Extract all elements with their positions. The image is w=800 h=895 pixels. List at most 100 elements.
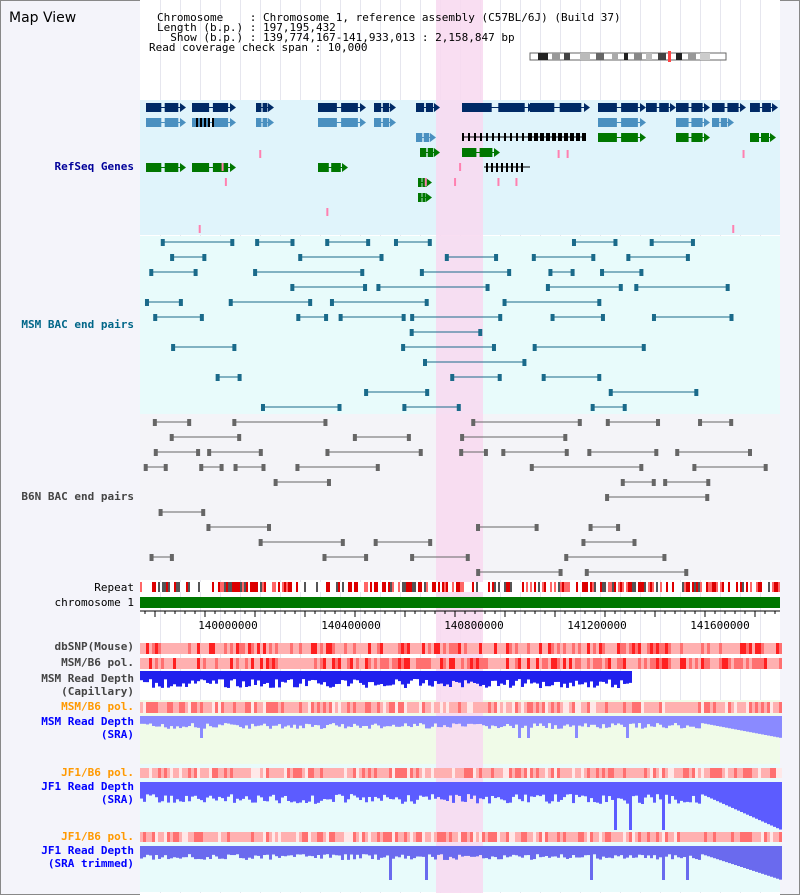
msm-b6-pol-heat-2 [359,702,362,713]
msm-b6-pol-heat [170,658,173,669]
msm-sra-depth [557,716,560,729]
jf1-sra-depth [524,782,527,795]
jf1-b6-pol-heat-2 [629,832,632,842]
msm-b6-pol-heat [359,658,362,669]
jf1-b6-pol-heat-2 [455,832,458,842]
msm-sra-depth [779,716,782,738]
jf1-b6-pol-heat [287,768,290,778]
dbsnp-heat [551,643,554,654]
jf1-trimmed-depth [368,846,371,856]
jf1-trimmed-depth [416,846,419,857]
msm-b6-pol-heat [152,658,155,669]
jf1-b6-pol-heat-2 [653,832,656,842]
msm-sra-depth [761,716,764,735]
jf1-trimmed-depth [485,846,488,859]
jf1-trimmed-depth [266,846,269,855]
msm-bac-pair-end [401,314,406,321]
refseq-exon-dark [578,133,580,141]
jf1-trimmed-depth [752,846,755,871]
b6n-bac-pair-end [373,539,378,546]
jf1-sra-depth [725,782,728,806]
msm-b6-pol-heat [569,658,572,669]
jf1-b6-pol-heat-2 [293,832,296,842]
jf1-sra-depth [644,782,647,798]
jf1-b6-pol-heat [548,768,551,778]
msm-bac-pair-end [639,269,644,276]
repeat-feature [610,582,612,592]
msm-b6-pol-heat [416,658,419,669]
msm-sra-depth [221,716,224,726]
msm-b6-pol-heat-2 [188,702,191,713]
msm-b6-pol-heat [341,658,344,669]
repeat-feature [700,582,702,592]
msm-b6-pol-heat-2 [719,702,722,713]
msm-capillary-depth [566,671,569,688]
jf1-b6-pol-heat-2 [149,832,152,842]
dbsnp-heat [413,643,416,654]
dbsnp-heat [461,643,464,654]
jf1-b6-pol-heat-2 [344,832,347,842]
track-label-msm-b6-pol-1: MSM/B6 pol. [61,656,134,669]
msm-sra-depth [407,716,410,727]
msm-b6-pol-heat-2 [506,702,509,713]
dbsnp-heat [437,643,440,654]
msm-capillary-depth [308,671,311,681]
jf1-sra-depth [452,782,455,803]
msm-sra-depth [185,716,188,728]
msm-sra-depth [230,716,233,725]
msm-sra-depth [188,716,191,726]
msm-b6-pol-heat-2 [602,702,605,713]
jf1-b6-pol-heat-2 [395,832,398,842]
msm-b6-pol-heat [776,658,779,669]
jf1-sra-depth [692,782,695,796]
jf1-b6-pol-heat [737,768,740,778]
dbsnp-heat [722,643,725,654]
dbsnp-heat [707,643,710,654]
b6n-bac-pair-end [325,449,330,456]
jf1-b6-pol-heat-2 [749,832,752,842]
b6n-bac-pair-end [143,464,148,471]
msm-sra-depth [701,716,704,724]
jf1-trimmed-depth [224,846,227,860]
jf1-b6-pol-heat [281,768,284,778]
jf1-b6-pol-heat-2 [452,832,455,842]
refseq-gene-arrow [360,118,366,127]
repeat-feature [282,582,284,592]
dbsnp-heat [377,643,380,654]
refseq-gene-exon [416,103,425,112]
refseq-gene-arrow [740,103,746,112]
msm-b6-pol-heat-2 [317,702,320,713]
dbsnp-heat [425,643,428,654]
msm-b6-pol-heat [182,658,185,669]
msm-b6-pol-heat-2 [668,702,671,713]
msm-b6-pol-heat [659,658,662,669]
jf1-b6-pol-heat-2 [161,832,164,842]
msm-bac-pair-end [230,239,235,246]
jf1-sra-depth [389,782,392,800]
msm-b6-pol-heat-2 [320,702,323,713]
msm-b6-pol-heat [563,658,566,669]
msm-b6-pol-heat [482,658,485,669]
refseq-gene-arrow [268,118,274,127]
msm-capillary-depth [290,671,293,680]
jf1-b6-pol-heat-2 [191,832,194,842]
msm-b6-pol-heat-2 [236,702,239,713]
jf1-b6-pol-heat-2 [299,832,302,842]
dbsnp-heat [311,643,314,654]
msm-sra-depth [446,716,449,727]
msm-bac-pair-end [571,239,576,246]
repeat-feature [716,582,718,592]
jf1-b6-pol-heat [167,768,170,778]
jf1-sra-depth [521,782,524,802]
jf1-b6-pol-heat [254,768,257,778]
jf1-b6-pol-heat [383,768,386,778]
jf1-sra-depth [776,782,779,829]
msm-capillary-depth [533,671,536,683]
jf1-trimmed-depth [308,846,311,856]
jf1-sra-depth [683,782,686,803]
b6n-bac-pair-end [187,419,192,426]
repeat-feature [774,582,776,592]
msm-sra-depth [608,716,611,728]
jf1-trimmed-depth [710,846,713,858]
